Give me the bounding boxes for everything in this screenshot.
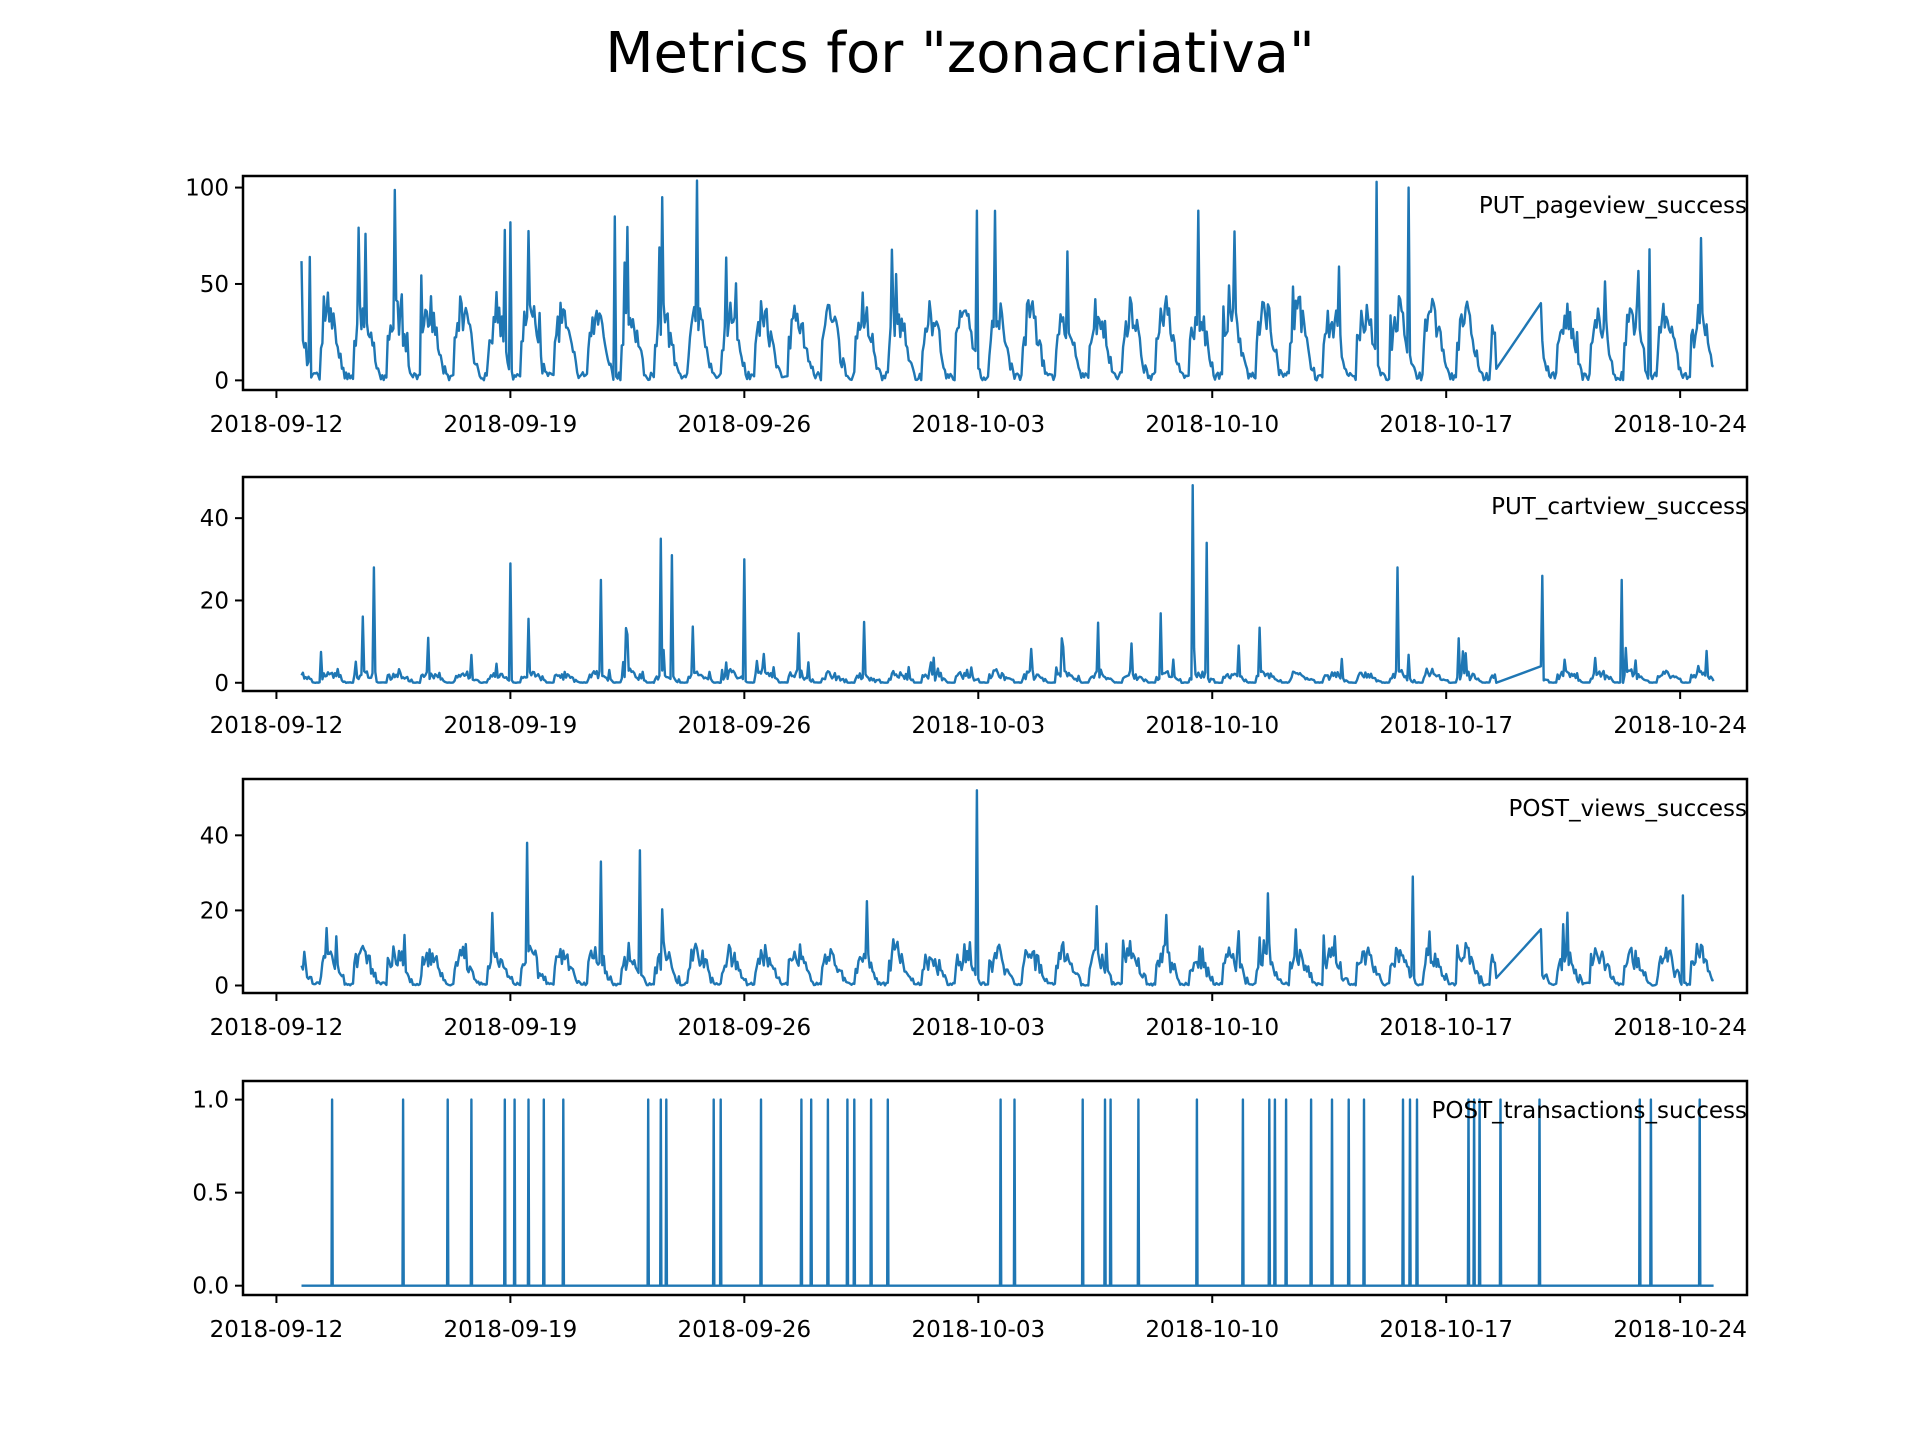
transactions-axes-frame: [241, 1079, 1749, 1297]
transactions-x-ticks: 2018-09-12 2018-09-19 2018-09-26 2018-10-03…: [210, 1295, 1747, 1343]
transactions-y-ticks: 0.0 0.5 1.0: [192, 1088, 243, 1300]
views-x-tick-label: 2018-09-26: [677, 1015, 811, 1041]
pageview-x-tick-label: 2018-10-17: [1379, 412, 1513, 438]
pageview-x-tick-label: 2018-10-03: [911, 412, 1045, 438]
views-x-tick-label: 2018-09-12: [210, 1015, 344, 1041]
views-series-label: POST_views_success: [1508, 796, 1747, 822]
cartview-x-tick-label: 2018-10-10: [1145, 713, 1279, 739]
transactions-x-tick-label: 2018-10-10: [1145, 1317, 1279, 1343]
cartview-series-line: [300, 484, 1715, 684]
subplot-transactions: 0.0 0.5 1.0 2018-09-12 2018-09-19 2018-09-26…: [192, 1079, 1749, 1343]
views-x-tick-label: 2018-10-03: [911, 1015, 1045, 1041]
pageview-y-tick-label: 0: [214, 368, 229, 394]
cartview-x-tick-label: 2018-09-19: [444, 713, 578, 739]
transactions-y-tick-label: 0.0: [192, 1274, 229, 1300]
cartview-series-label: PUT_cartview_success: [1491, 494, 1747, 520]
views-y-tick-label: 20: [200, 898, 229, 924]
pageview-x-tick-label: 2018-10-10: [1145, 412, 1279, 438]
views-y-ticks: 0 20 40: [200, 823, 243, 999]
pageview-x-tick-label: 2018-10-24: [1613, 412, 1747, 438]
views-series-line: [300, 789, 1714, 987]
transactions-y-tick-label: 1.0: [192, 1088, 229, 1114]
transactions-series-line: [301, 1098, 1714, 1287]
views-x-ticks: 2018-09-12 2018-09-19 2018-09-26 2018-10-03…: [210, 993, 1747, 1041]
cartview-y-tick-label: 40: [200, 506, 229, 532]
pageview-x-tick-label: 2018-09-12: [210, 412, 344, 438]
pageview-y-tick-label: 50: [200, 272, 229, 298]
cartview-y-tick-label: 0: [214, 671, 229, 697]
transactions-x-tick-label: 2018-10-24: [1613, 1317, 1747, 1343]
cartview-x-tick-label: 2018-10-24: [1613, 713, 1747, 739]
pageview-y-ticks: 0 50 100: [185, 176, 243, 394]
cartview-x-tick-label: 2018-10-03: [911, 713, 1045, 739]
views-x-tick-label: 2018-09-19: [444, 1015, 578, 1041]
cartview-y-ticks: 0 20 40: [200, 506, 243, 697]
views-x-tick-label: 2018-10-17: [1379, 1015, 1513, 1041]
transactions-x-tick-label: 2018-09-12: [210, 1317, 344, 1343]
transactions-line-layer: [301, 1098, 1714, 1287]
views-line-layer: [300, 789, 1714, 987]
cartview-line-layer: [300, 484, 1715, 684]
pageview-line-layer: [300, 179, 1715, 382]
chart-title: Metrics for "zonacriativa": [605, 21, 1315, 86]
transactions-series-label: POST_transactions_success: [1432, 1098, 1748, 1124]
pageview-x-tick-label: 2018-09-19: [444, 412, 578, 438]
transactions-y-tick-label: 0.5: [192, 1181, 229, 1207]
transactions-x-tick-label: 2018-09-19: [444, 1317, 578, 1343]
cartview-x-tick-label: 2018-10-17: [1379, 713, 1513, 739]
transactions-x-tick-label: 2018-10-17: [1379, 1317, 1513, 1343]
pageview-series-label: PUT_pageview_success: [1479, 193, 1747, 219]
cartview-y-tick-label: 20: [200, 588, 229, 614]
views-x-tick-label: 2018-10-10: [1145, 1015, 1279, 1041]
views-y-tick-label: 40: [200, 823, 229, 849]
cartview-x-ticks: 2018-09-12 2018-09-19 2018-09-26 2018-10-03…: [210, 691, 1747, 739]
pageview-x-tick-label: 2018-09-26: [677, 412, 811, 438]
transactions-x-tick-label: 2018-09-26: [677, 1317, 811, 1343]
cartview-x-tick-label: 2018-09-26: [677, 713, 811, 739]
cartview-x-tick-label: 2018-09-12: [210, 713, 344, 739]
cartview-axes-frame: [241, 475, 1749, 693]
pageview-y-tick-label: 100: [185, 176, 229, 202]
pageview-series-line: [300, 179, 1715, 382]
pageview-x-ticks: 2018-09-12 2018-09-19 2018-09-26 2018-10-03…: [210, 390, 1747, 438]
views-axes-frame: [241, 777, 1749, 995]
views-y-tick-label: 0: [214, 973, 229, 999]
transactions-x-tick-label: 2018-10-03: [911, 1317, 1045, 1343]
views-x-tick-label: 2018-10-24: [1613, 1015, 1747, 1041]
